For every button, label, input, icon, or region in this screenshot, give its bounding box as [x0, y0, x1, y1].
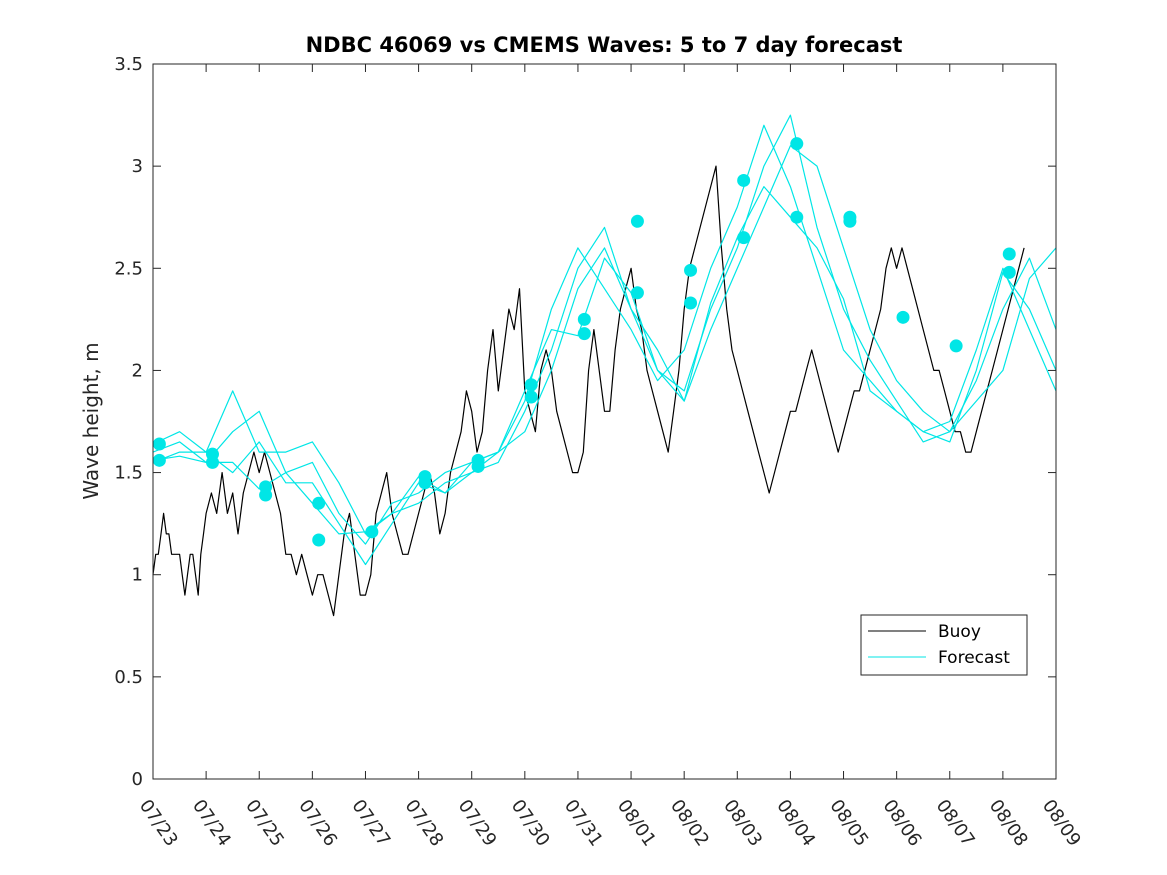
forecast-start-marker: [896, 310, 910, 324]
forecast-start-marker: [843, 214, 857, 228]
x-tick-label: 07/24: [188, 796, 235, 851]
y-tick-label: 2: [132, 360, 143, 381]
x-tick-label: 07/31: [560, 796, 607, 851]
forecast-start-marker: [312, 533, 326, 547]
forecast-line: [152, 186, 1057, 535]
y-tick-label: 2.5: [114, 258, 143, 279]
x-tick-label: 07/25: [241, 796, 288, 851]
y-axis-label: Wave height, m: [79, 342, 103, 499]
forecast-start-marker: [577, 312, 591, 326]
forecast-line: [152, 145, 1057, 535]
y-tick-label: 0: [132, 769, 143, 790]
forecast-start-marker: [524, 378, 538, 392]
legend-buoy-label: Buoy: [938, 622, 981, 642]
forecast-start-marker: [790, 137, 804, 151]
forecast-start-marker: [630, 286, 644, 300]
forecast-start-marker: [365, 525, 379, 539]
forecast-start-marker: [152, 437, 166, 451]
x-tick-label: 07/26: [294, 796, 341, 851]
forecast-line: [152, 124, 1057, 545]
legend-box: [860, 614, 1028, 676]
forecast-start-marker: [259, 488, 273, 502]
x-tick-label: 07/23: [135, 796, 182, 851]
x-tick-label: 08/09: [1038, 796, 1085, 851]
x-tick-label: 07/27: [347, 796, 394, 851]
forecast-start-marker: [524, 390, 538, 404]
forecast-start-marker: [418, 476, 432, 490]
y-tick-label: 0.5: [114, 667, 143, 688]
forecast-start-marker: [630, 214, 644, 228]
plot-area: [152, 114, 1057, 617]
y-tick-label: 3.5: [114, 54, 143, 75]
legend: Buoy Forecast: [860, 614, 1028, 676]
x-axis: 07/23 07/24 07/25 07/26 07/27 07/28 07/29 07/30…: [135, 64, 1085, 850]
forecast-start-marker: [471, 459, 485, 473]
y-tick-label: 1.5: [114, 463, 143, 484]
x-tick-label: 08/07: [932, 796, 979, 851]
x-tick-label: 07/29: [454, 796, 501, 851]
forecast-start-marker: [1002, 265, 1016, 279]
x-tick-label: 08/03: [719, 796, 766, 851]
forecast-start-marker: [152, 453, 166, 467]
axes-box: [152, 63, 1057, 780]
chart-title: NDBC 46069 vs CMEMS Waves: 5 to 7 day fo…: [306, 33, 903, 57]
x-tick-label: 07/30: [507, 796, 554, 851]
y-axis: 0 0.5 1 1.5 2 2.5 3 3.5: [114, 54, 1056, 790]
legend-forecast-label: Forecast: [938, 648, 1010, 668]
x-tick-label: 08/08: [985, 796, 1032, 851]
x-tick-label: 08/05: [825, 796, 872, 851]
forecast-start-marker: [205, 455, 219, 469]
forecast-start-marker: [737, 231, 751, 245]
forecast-start-marker: [949, 339, 963, 353]
x-tick-label: 08/06: [879, 796, 926, 851]
forecast-start-marker: [1002, 247, 1016, 261]
x-tick-label: 08/01: [613, 796, 660, 851]
x-tick-label: 08/04: [772, 796, 819, 851]
buoy-line: [152, 165, 1025, 617]
forecast-start-marker: [684, 263, 698, 277]
forecast-start-marker: [737, 173, 751, 187]
x-tick-label: 07/28: [400, 796, 447, 851]
y-tick-label: 3: [132, 156, 143, 177]
x-tick-label: 08/02: [666, 796, 713, 851]
forecast-line: [152, 114, 1057, 566]
y-tick-label: 1: [132, 565, 143, 586]
forecast-start-marker: [790, 210, 804, 224]
forecast-start-marker: [312, 496, 326, 510]
forecast-start-marker: [684, 296, 698, 310]
forecast-start-marker: [577, 327, 591, 341]
